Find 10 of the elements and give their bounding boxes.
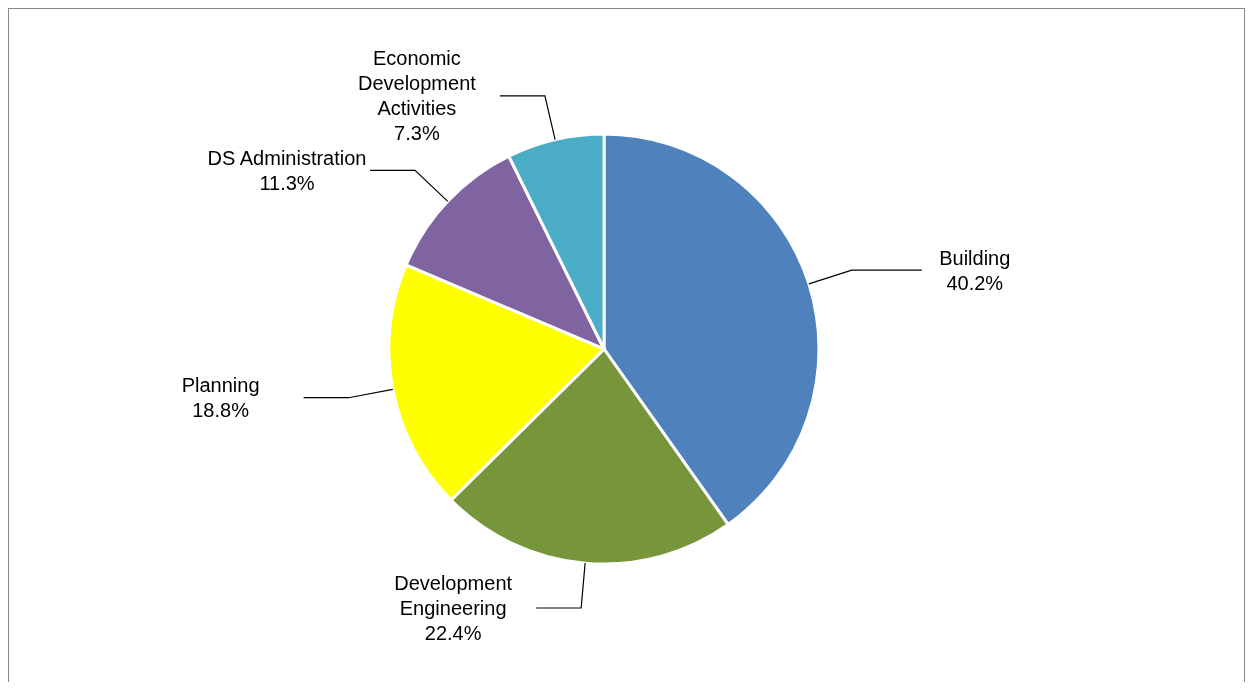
slice-label: Building [939,246,1011,269]
slice-label: DS Administration [207,146,367,169]
slice-label: Economic Development Activities [357,47,477,120]
data-label: 11.3% [259,171,315,194]
data-label: 7.3% [394,122,440,145]
data-label: 18.8% [192,399,250,422]
slice-label: Planning [181,374,260,397]
data-label: 22.4% [424,621,482,644]
slice-label: Development Engineering [394,571,513,619]
data-label: 40.2% [946,271,1004,294]
